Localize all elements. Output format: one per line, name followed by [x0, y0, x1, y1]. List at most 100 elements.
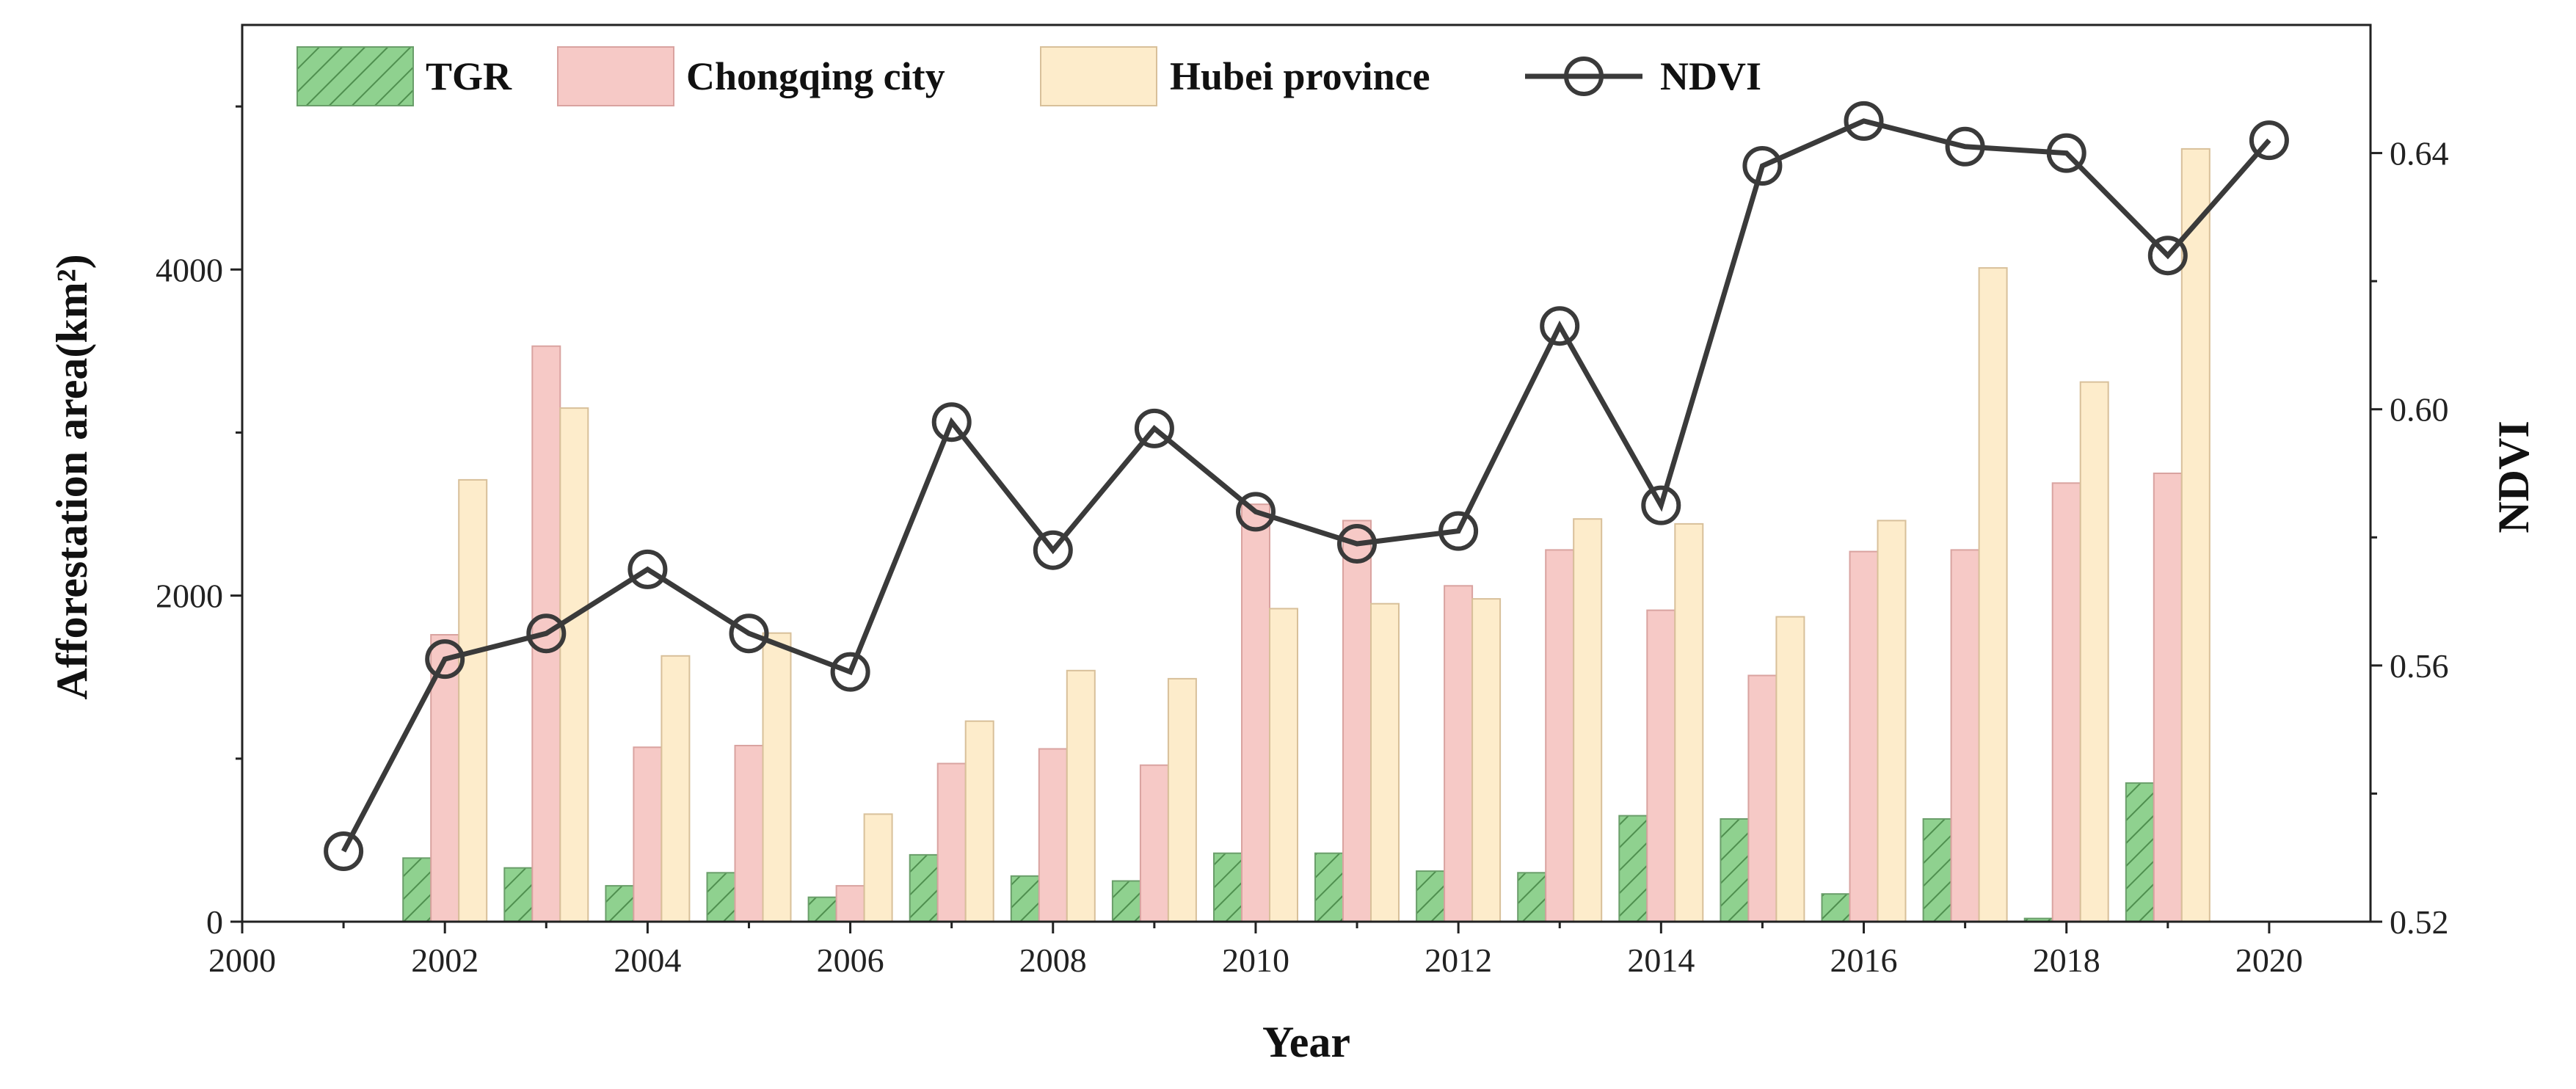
- ndvi-point-2017: [1945, 126, 1985, 167]
- bar-tgr-2008: [1010, 875, 1040, 923]
- bar-chongqing-2010: [1241, 503, 1270, 922]
- ndvi-point-2003: [526, 613, 567, 654]
- bar-hubei-2003: [559, 407, 589, 922]
- ndvi-point-2010: [1236, 492, 1276, 532]
- ndvi-point-2013: [1540, 306, 1580, 346]
- bar-chongqing-2018: [2051, 482, 2081, 922]
- bar-hubei-2006: [863, 813, 893, 923]
- right-y-axis-title: NDVI: [2489, 420, 2538, 533]
- ndvi-point-2014: [1641, 485, 1681, 525]
- bar-tgr-2017: [1922, 818, 1952, 922]
- ndvi-point-2016: [1844, 101, 1884, 141]
- bar-chongqing-2008: [1038, 748, 1068, 922]
- ndvi-point-2002: [425, 639, 465, 680]
- bar-hubei-2019: [2180, 147, 2211, 922]
- bars-layer: [402, 147, 2211, 923]
- bar-tgr-2006: [807, 896, 837, 922]
- bar-tgr-2002: [402, 857, 432, 923]
- bar-tgr-2014: [1618, 815, 1648, 922]
- right-tick-label-0.64: 0.64: [2390, 135, 2449, 172]
- x-tick-label-2012: 2012: [1425, 942, 1492, 979]
- x-tick-label-2004: 2004: [614, 942, 681, 979]
- ndvi-point-2006: [830, 652, 870, 692]
- bar-chongqing-2019: [2153, 473, 2183, 922]
- x-tick-label-2016: 2016: [1830, 942, 1898, 979]
- x-tick-label-2002: 2002: [411, 942, 479, 979]
- ndvi-point-2007: [931, 402, 972, 442]
- x-tick-label-2008: 2008: [1019, 942, 1087, 979]
- bar-chongqing-2011: [1342, 520, 1372, 922]
- legend-swatch-hubei: [1040, 46, 1157, 106]
- left-tick-label-0: 0: [206, 903, 223, 941]
- ndvi-layer: [324, 101, 2289, 871]
- ndvi-point-2004: [627, 549, 668, 589]
- bar-tgr-2009: [1111, 880, 1141, 922]
- bar-hubei-2010: [1269, 608, 1298, 923]
- bar-hubei-2015: [1775, 616, 1805, 922]
- bar-chongqing-2002: [430, 634, 460, 922]
- right-tick-label-0.56: 0.56: [2390, 647, 2449, 685]
- bar-hubei-2009: [1167, 677, 1197, 923]
- bar-chongqing-2014: [1646, 609, 1676, 922]
- bar-tgr-2004: [605, 885, 635, 922]
- bar-tgr-2013: [1517, 872, 1547, 923]
- bar-chongqing-2016: [1849, 550, 1879, 922]
- bar-tgr-2007: [909, 853, 939, 923]
- bar-hubei-2007: [964, 720, 994, 922]
- bar-hubei-2014: [1674, 522, 1704, 922]
- left-tick-label-4000: 4000: [156, 251, 223, 288]
- bar-tgr-2015: [1720, 818, 1750, 922]
- bar-chongqing-2006: [835, 885, 865, 922]
- right-y-axis: 0.52 0.56 0.60 0.64: [2371, 135, 2449, 941]
- ndvi-point-2009: [1134, 408, 1174, 448]
- ndvi-point-2011: [1337, 524, 1377, 564]
- bar-tgr-2003: [503, 867, 534, 922]
- bar-tgr-2012: [1416, 870, 1446, 922]
- ndvi-point-2001: [324, 831, 364, 871]
- bar-hubei-2002: [458, 478, 488, 922]
- x-tick-label-2014: 2014: [1627, 942, 1695, 979]
- legend-label-hubei: Hubei province: [1170, 54, 1430, 98]
- ndvi-point-2012: [1438, 511, 1479, 551]
- legend-swatch-ndvi-marker: [1564, 57, 1604, 96]
- bar-chongqing-2009: [1139, 764, 1169, 922]
- ndvi-point-2015: [1742, 146, 1783, 186]
- legend: TGR Chongqing city Hubei province NDVI: [296, 46, 1761, 106]
- x-axis: 2000 2002 2004 2006 2008 2010 2012 2014 2016 2018…: [208, 922, 2303, 979]
- x-tick-label-2006: 2006: [817, 942, 884, 979]
- bar-tgr-2019: [2125, 782, 2155, 922]
- bar-hubei-2005: [762, 632, 792, 922]
- plot-frame: [241, 23, 2372, 923]
- bar-chongqing-2013: [1545, 549, 1575, 923]
- bar-hubei-2013: [1573, 518, 1603, 922]
- bar-tgr-2005: [706, 872, 736, 923]
- ndvi-point-2019: [2147, 236, 2188, 276]
- left-y-axis-title: Afforestation area(km²): [48, 254, 96, 699]
- right-tick-label-0.60: 0.60: [2390, 391, 2449, 429]
- x-axis-title: Year: [1262, 1018, 1350, 1066]
- legend-swatch-tgr: [296, 46, 414, 106]
- bar-chongqing-2017: [1950, 549, 1980, 923]
- bar-chongqing-2015: [1747, 674, 1778, 922]
- left-y-axis: 0 2000 4000: [156, 105, 242, 941]
- ndvi-point-2020: [2249, 120, 2289, 161]
- ndvi-point-2005: [729, 613, 769, 654]
- bar-tgr-2011: [1314, 852, 1344, 922]
- bar-chongqing-2005: [734, 745, 764, 922]
- legend-label-ndvi: NDVI: [1660, 54, 1761, 98]
- bar-chongqing-2012: [1444, 585, 1474, 922]
- bar-tgr-2016: [1821, 893, 1851, 922]
- bar-hubei-2004: [661, 655, 691, 922]
- bar-hubei-2012: [1471, 598, 1502, 922]
- x-tick-label-2018: 2018: [2033, 942, 2100, 979]
- right-tick-label-0.52: 0.52: [2390, 903, 2449, 941]
- bar-hubei-2011: [1370, 602, 1400, 922]
- x-tick-label-2010: 2010: [1222, 942, 1289, 979]
- bar-hubei-2017: [1978, 267, 2008, 923]
- left-tick-label-2000: 2000: [156, 578, 223, 615]
- x-tick-label-2000: 2000: [208, 942, 276, 979]
- bar-hubei-2016: [1877, 520, 1907, 922]
- bar-chongqing-2004: [633, 746, 663, 922]
- legend-label-tgr: TGR: [426, 54, 512, 98]
- bar-hubei-2008: [1066, 669, 1096, 922]
